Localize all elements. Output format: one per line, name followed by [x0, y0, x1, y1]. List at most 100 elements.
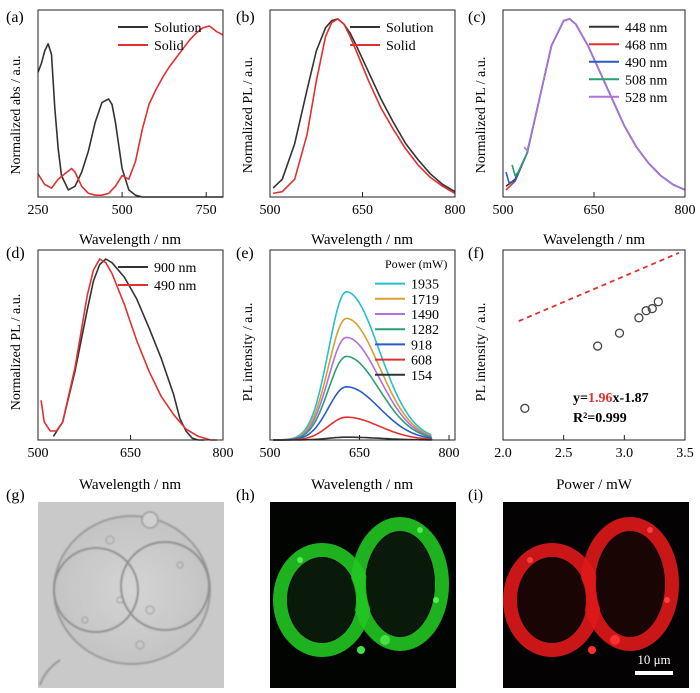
- series-line-e-4: [273, 386, 433, 441]
- panel-label-g: (g): [6, 487, 25, 504]
- xtick-label-e-0: 500: [260, 446, 281, 461]
- ylabel-b: Normalized PL / a.u.: [241, 57, 256, 174]
- ylabel-c: Normalized PL / a.u.: [474, 57, 489, 174]
- panel-h: (h): [236, 487, 456, 688]
- series-line-a-1: [37, 25, 224, 196]
- panel-label-f: (f): [468, 245, 484, 262]
- panel-label-a: (a): [6, 9, 24, 26]
- panel-i: (i) 10 μm: [468, 487, 689, 688]
- panel-label-h: (h): [236, 487, 255, 504]
- fit-eq-suffix: x-1.87: [612, 391, 648, 406]
- plot-a: 250 500 750 Solution Solid: [28, 9, 224, 218]
- legend-label-c-3: 508 nm: [625, 73, 668, 88]
- scatter-point-0: [520, 403, 530, 413]
- panel-label-b: (b): [236, 9, 255, 26]
- xlabel-f: Power / mW: [556, 477, 633, 493]
- brightfield-image: [38, 502, 224, 688]
- xlabel-a: Wavelength / nm: [79, 232, 181, 248]
- fit-eq-prefix: y=: [573, 391, 588, 406]
- panel-a: (a) Normalized abs / a.u. 250 500 750 Solu…: [6, 9, 224, 248]
- ylabel-a: Normalized abs / a.u.: [9, 55, 24, 174]
- legend-label-b-0: Solution: [386, 21, 433, 36]
- axes-frame-a: [37, 9, 224, 198]
- scatter-point-1: [592, 341, 603, 351]
- series-line-c-4: [523, 18, 686, 191]
- panel-label-i: (i): [468, 487, 483, 504]
- green-fluorescence-image: [270, 502, 456, 688]
- legend-label-e-6: 154: [411, 369, 432, 384]
- plot-e: 500 650 800 Power (mW) 19351719149012829186…: [260, 249, 460, 461]
- scatter-point-4: [641, 306, 651, 316]
- scatter-point-6: [653, 297, 663, 307]
- plot-d: 500 650 800 900 nm 490 nm: [28, 249, 234, 461]
- legend-label-e-2: 1490: [411, 308, 439, 323]
- xtick-label-c-2: 800: [675, 203, 696, 218]
- legend-label-e-5: 608: [411, 354, 432, 369]
- plot-b: 500 650 800 Solution Solid: [260, 9, 466, 218]
- legend-c: 448 nm 468 nm 490 nm 508 nm 528 nm: [589, 21, 668, 106]
- xtick-label-a-0: 250: [28, 203, 49, 218]
- series-line-b-0: [272, 18, 456, 193]
- panel-label-d: (d): [6, 245, 25, 262]
- xtick-label-b-1: 650: [352, 203, 373, 218]
- axes-frame-e: [269, 249, 456, 441]
- xtick-label-d-1: 650: [120, 446, 141, 461]
- xtick-label-e-2: 800: [439, 446, 460, 461]
- xtick-label-f-1: 2.5: [555, 446, 573, 461]
- plot-c: 500 650 800 448 nm 468 nm 490 nm 508 nm 528 nm: [493, 9, 696, 218]
- xtick-label-f-0: 2.0: [494, 446, 512, 461]
- legend-label-e-4: 918: [411, 338, 432, 353]
- series-line-d-0: [52, 258, 205, 441]
- legend-label-e-1: 1719: [411, 293, 439, 308]
- plot-f: 2.0 2.5 3.0 3.5 y=1.96x-1.87 R²=0.999: [494, 249, 694, 461]
- scatter-point-2: [614, 328, 625, 338]
- fit-line: [518, 252, 680, 322]
- panel-label-c: (c): [468, 9, 486, 26]
- xtick-label-a-2: 750: [196, 203, 217, 218]
- xtick-label-b-0: 500: [260, 203, 281, 218]
- xtick-label-c-1: 650: [584, 203, 605, 218]
- fit-slope: 1.96: [588, 391, 613, 406]
- scatter-point-3: [634, 313, 644, 323]
- xlabel-d: Wavelength / nm: [79, 477, 181, 493]
- legend-label-d-1: 490 nm: [154, 279, 197, 294]
- legend-label-c-4: 528 nm: [625, 91, 668, 106]
- scatter-point-5: [647, 303, 657, 314]
- series-line-b-1: [272, 18, 456, 195]
- ylabel-f: PL intensity / a.u.: [474, 303, 489, 402]
- panel-d: (d) Normalized PL / a.u. 500 650 800 900 n…: [6, 245, 234, 461]
- legend-label-a-0: Solution: [154, 21, 201, 36]
- panel-c: (c) Normalized PL / a.u. 500 650 800 448 n…: [468, 9, 696, 248]
- legend-label-e-3: 1282: [411, 323, 439, 338]
- red-fluorescence-image: 10 μm: [503, 502, 689, 688]
- series-line-a-0: [37, 42, 223, 198]
- legend-label-c-1: 468 nm: [625, 38, 668, 53]
- xlabel-e: Wavelength / nm: [311, 477, 413, 493]
- xtick-label-a-1: 500: [112, 203, 133, 218]
- legend-label-c-0: 448 nm: [625, 21, 668, 36]
- panel-f: (f) PL intensity / a.u. 2.0 2.5 3.0 3.5 y=1…: [468, 245, 694, 461]
- xtick-label-d-2: 800: [213, 446, 234, 461]
- fit-equation: y=1.96x-1.87: [573, 391, 649, 406]
- legend-label-b-1: Solid: [386, 39, 416, 54]
- scale-bar-label: 10 μm: [637, 652, 670, 667]
- legend-label-a-1: Solid: [154, 39, 184, 54]
- xtick-label-f-3: 3.5: [676, 446, 694, 461]
- xlabel-c: Wavelength / nm: [543, 232, 645, 248]
- panel-g: (g): [6, 487, 224, 688]
- panel-label-e: (e): [236, 245, 254, 262]
- panel-b: (b) Normalized PL / a.u. 500 650 800 Solut…: [236, 9, 466, 248]
- axes-frame-f: [502, 249, 686, 441]
- xtick-label-f-2: 3.0: [616, 446, 634, 461]
- fit-r2: R²=0.999: [573, 411, 627, 426]
- panel-e: (e) PL intensity / a.u. 500 650 800 Power …: [236, 245, 460, 461]
- ylabel-d: Normalized PL / a.u.: [9, 294, 24, 411]
- legend-title-e: Power (mW): [385, 257, 447, 271]
- legend-b: Solution Solid: [350, 21, 433, 54]
- legend-label-e-0: 1935: [411, 278, 439, 293]
- series-line-d-1: [40, 258, 217, 441]
- series-line-e-3: [273, 355, 433, 441]
- legend-d: 900 nm 490 nm: [118, 261, 197, 294]
